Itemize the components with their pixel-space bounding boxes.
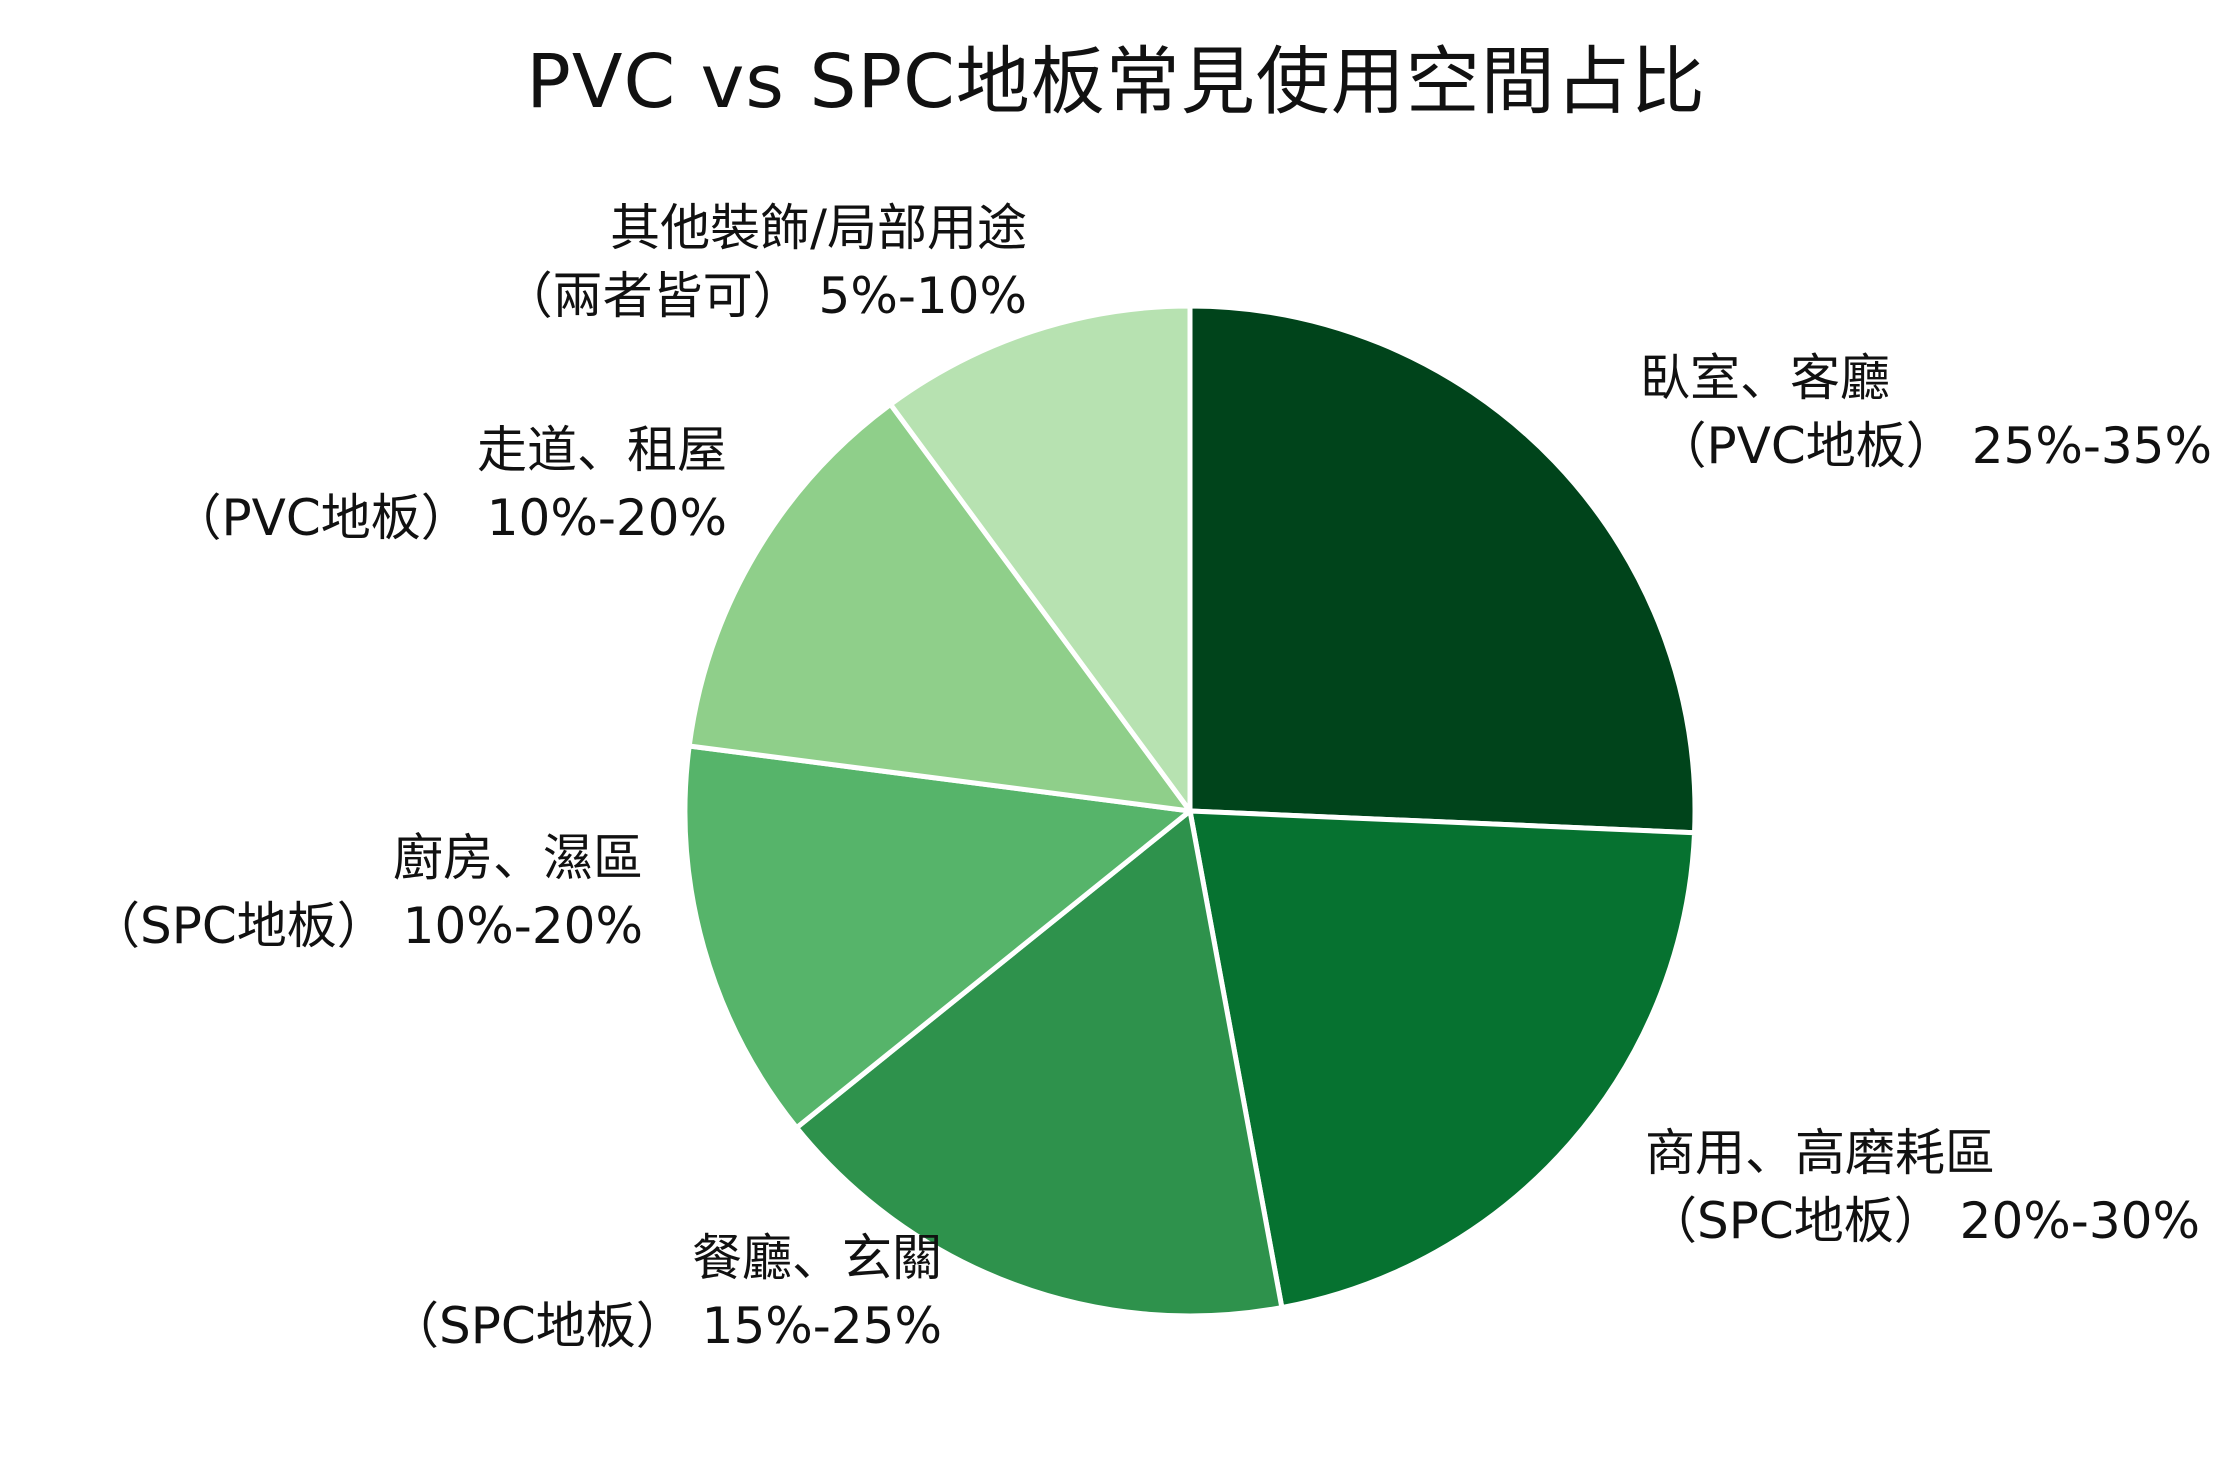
slice-label-4-line2: （SPC地板） 10%-20% [90, 897, 643, 955]
slice-label-6-line2: （兩者皆可） 5%-10% [503, 267, 1027, 325]
pie-slice-2 [1187, 808, 1698, 1311]
chart-title: PVC vs SPC地板常見使用空間占比 [526, 39, 1706, 125]
slice-label-1-line1: 臥室、客廳 [1640, 349, 1890, 407]
slice-label-6-line1: 其他裝飾/局部用途 [610, 199, 1027, 257]
slice-label-3-line1: 餐廳、玄關 [692, 1229, 942, 1287]
pie-slice-6 [888, 303, 1193, 814]
slice-label-3-line2: （SPC地板） 15%-25% [389, 1297, 942, 1355]
pie-slice-4 [682, 743, 1193, 1131]
slice-label-5-line1: 走道、租屋 [477, 421, 727, 479]
slice-label-2-line1: 商用、高磨耗區 [1645, 1124, 1995, 1182]
slice-label-2-line2: （SPC地板） 20%-30% [1647, 1192, 2200, 1250]
pie-slice-1 [1187, 303, 1698, 836]
pie-slice-3 [794, 808, 1285, 1319]
slice-label-1-line2: （PVC地板） 25%-35% [1657, 417, 2212, 475]
pie-slice-5 [686, 401, 1193, 814]
pie-labels: 臥室、客廳 （PVC地板） 25%-35% 商用、高磨耗區 （SPC地板） 20%-3… [90, 199, 2212, 1355]
pie-slices [682, 303, 1698, 1319]
slice-label-5-line2: （PVC地板） 10%-20% [172, 489, 727, 547]
slice-label-4-line1: 廚房、濕區 [393, 829, 643, 887]
